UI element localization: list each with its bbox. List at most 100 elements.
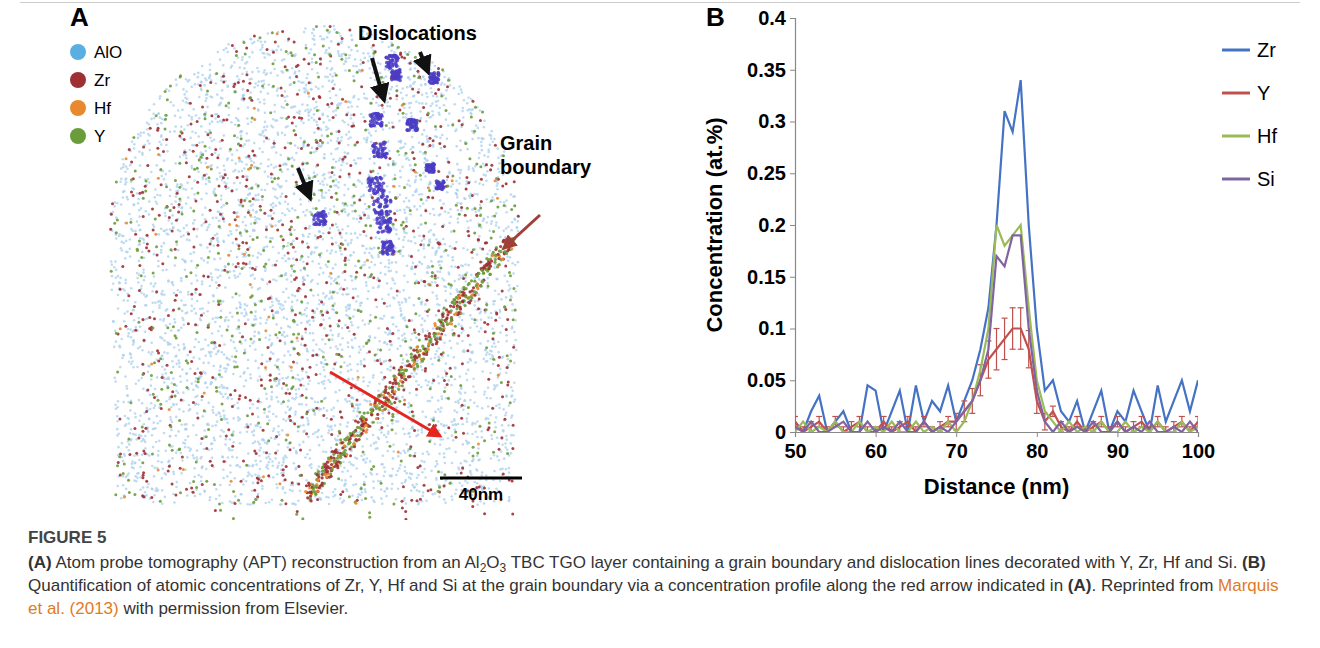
atom [273,166,276,169]
atom [122,475,125,478]
atom [330,282,333,285]
atom [346,287,349,290]
atom [421,431,424,434]
atom [410,168,413,171]
atom [233,477,236,480]
atom [147,140,150,143]
atom [496,182,499,185]
atom [153,196,156,199]
atom [257,70,260,73]
atom [180,380,183,383]
atom [266,125,269,128]
atom [275,279,278,282]
atom [498,442,501,445]
atom [491,327,494,330]
atom [182,154,185,157]
atom [306,321,309,324]
atom [172,377,175,380]
atom [350,239,353,242]
atom [179,291,182,294]
atom [328,90,331,93]
atom [239,306,242,309]
atom [192,424,195,427]
atom [298,110,301,113]
atom [250,78,253,81]
atom [133,319,136,322]
atom [163,159,166,162]
atom [340,236,343,239]
atom [403,333,406,336]
atom [231,153,234,156]
atom [400,310,403,313]
atom [122,163,125,166]
atom [308,323,311,326]
atom [234,347,237,350]
atom [492,300,495,303]
atom [478,235,481,238]
atom [337,186,340,189]
atom [138,399,141,402]
atom [226,475,229,478]
atom [266,245,269,248]
atom [355,467,358,470]
atom [302,122,305,125]
atom [324,207,327,210]
atom [458,278,461,281]
atom [190,118,193,121]
atom [414,273,417,276]
atom [137,137,140,140]
atom [355,65,358,68]
atom [196,449,199,452]
atom [439,438,442,441]
atom [152,501,155,504]
atom [264,121,267,124]
atom [331,75,334,78]
atom [234,123,237,126]
atom [214,82,217,85]
atom [388,122,391,125]
atom [265,236,268,239]
atom [137,133,140,136]
atom [401,87,404,90]
atom [499,468,502,471]
atom [251,475,254,478]
atom [434,492,437,495]
atom [490,317,493,320]
atom [207,402,210,405]
atom [377,389,380,392]
atom [294,295,297,298]
atom [217,154,220,157]
atom [327,425,330,428]
atom [454,451,457,454]
atom [405,220,408,223]
atom [458,182,461,185]
atom [142,271,145,274]
atom [420,460,423,463]
atom [271,460,274,463]
atom [245,379,248,382]
atom [338,213,341,216]
atom [351,279,354,282]
atom [482,163,485,166]
atom [410,112,413,115]
atom [463,99,466,102]
atom [403,433,406,436]
atom [323,177,326,180]
atom [182,410,185,413]
atom [399,170,402,173]
atom [497,341,500,344]
atom [281,377,284,380]
atom [479,109,482,112]
atom [152,311,155,314]
atom [245,71,248,74]
atom [370,141,373,144]
atom [505,211,508,214]
atom [508,404,511,407]
atom [302,211,305,214]
atom [165,400,168,403]
atom [307,422,310,425]
atom [186,456,189,459]
atom [326,115,329,118]
atom [464,280,467,283]
atom [165,144,168,147]
